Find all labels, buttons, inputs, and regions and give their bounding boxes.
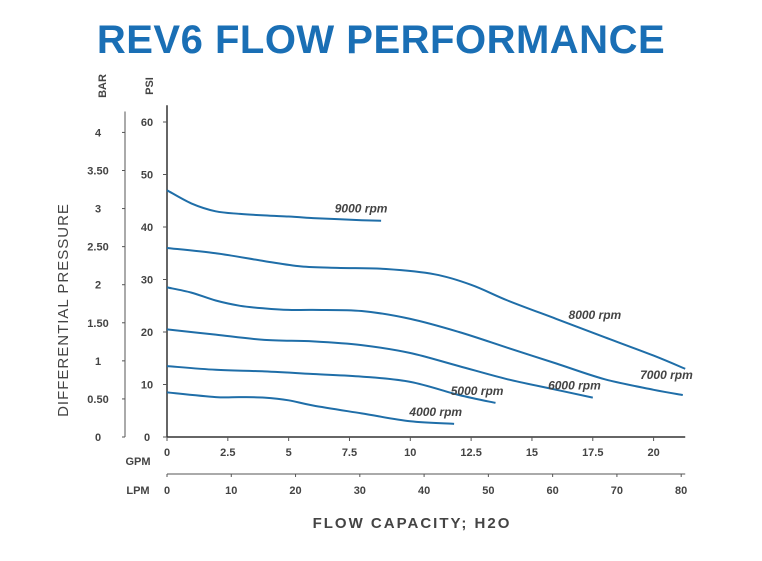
gpm-tick-label: 10: [404, 447, 416, 459]
gpm-tick-label: 15: [526, 447, 538, 459]
lpm-tick-label: 80: [675, 485, 687, 497]
bar-tick-label: 2: [95, 280, 101, 292]
chart-title: REV6 FLOW PERFORMANCE: [96, 18, 666, 62]
curve-4000-rpm: [166, 391, 455, 425]
curve-label-8000-rpm: 8000 rpm: [569, 308, 622, 322]
curves: 9000 rpm 8000 rpm 7000 rpm 6000 rpm 5000 rpm…: [166, 189, 693, 425]
bar-unit-label: BAR: [97, 74, 109, 98]
psi-unit-label: PSI: [144, 77, 156, 95]
x-axis-title: FLOW CAPACITY; H2O: [313, 515, 512, 532]
lpm-unit-label: LPM: [126, 485, 149, 497]
lpm-tick-label: 60: [547, 485, 559, 497]
lpm-tick-label: 30: [354, 485, 366, 497]
bar-tick-label: 3.50: [87, 165, 108, 177]
lpm-tick-label: 40: [418, 485, 430, 497]
psi-tick-label: 40: [141, 222, 153, 234]
curve-9000-rpm: [166, 189, 382, 222]
gpm-tick-label: 20: [647, 447, 659, 459]
curve-8000-rpm: [166, 247, 686, 370]
lpm-tick-label: 10: [225, 485, 237, 497]
curve-5000-rpm: [166, 365, 496, 404]
psi-tick-label: 0: [144, 432, 150, 444]
lpm-tick-label: 50: [482, 485, 494, 497]
lpm-tick-label: 0: [164, 485, 170, 497]
axes: [122, 105, 686, 477]
gpm-tick-label: 12.5: [460, 447, 481, 459]
gpm-tick-label: 2.5: [220, 447, 235, 459]
curve-label-6000-rpm: 6000 rpm: [548, 379, 601, 393]
bar-tick-label: 2.50: [87, 242, 108, 254]
gpm-tick-label: 7.5: [342, 447, 357, 459]
curve-label-4000-rpm: 4000 rpm: [408, 405, 462, 419]
curve-label-5000-rpm: 5000 rpm: [451, 384, 504, 398]
bar-tick-label: 0.50: [87, 394, 108, 406]
bar-tick-label: 1: [95, 356, 101, 368]
gpm-tick-label: 17.5: [582, 447, 603, 459]
axis-labels: GPM LPM BAR PSI DIFFERENTIAL PRESSURE FLOW CA…: [55, 74, 512, 532]
bar-tick-label: 4: [95, 127, 102, 139]
y-axis-title: DIFFERENTIAL PRESSURE: [55, 203, 72, 417]
bar-tick-label: 1.50: [87, 318, 108, 330]
psi-tick-label: 20: [141, 327, 153, 339]
curve-label-7000-rpm: 7000 rpm: [640, 368, 693, 382]
lpm-tick-label: 20: [289, 485, 301, 497]
bar-tick-label: 0: [95, 432, 101, 444]
psi-tick-label: 10: [141, 380, 153, 392]
curve-7000-rpm: [166, 286, 683, 396]
curve-label-9000-rpm: 9000 rpm: [335, 202, 388, 216]
gpm-tick-label: 5: [286, 447, 292, 459]
gpm-tick-label: 0: [164, 447, 170, 459]
gpm-unit-label: GPM: [125, 456, 150, 468]
psi-tick-label: 50: [141, 170, 153, 182]
tick-labels: 60 50 40 30 20 10 0 4 3.50 3 2.50 2 1.50 1 0.50 0 0 2.5 5 7…: [87, 117, 687, 497]
psi-tick-label: 30: [141, 275, 153, 287]
psi-tick-label: 60: [141, 117, 153, 129]
curve-6000-rpm: [166, 328, 594, 399]
bar-tick-label: 3: [95, 204, 101, 216]
lpm-tick-label: 70: [611, 485, 623, 497]
